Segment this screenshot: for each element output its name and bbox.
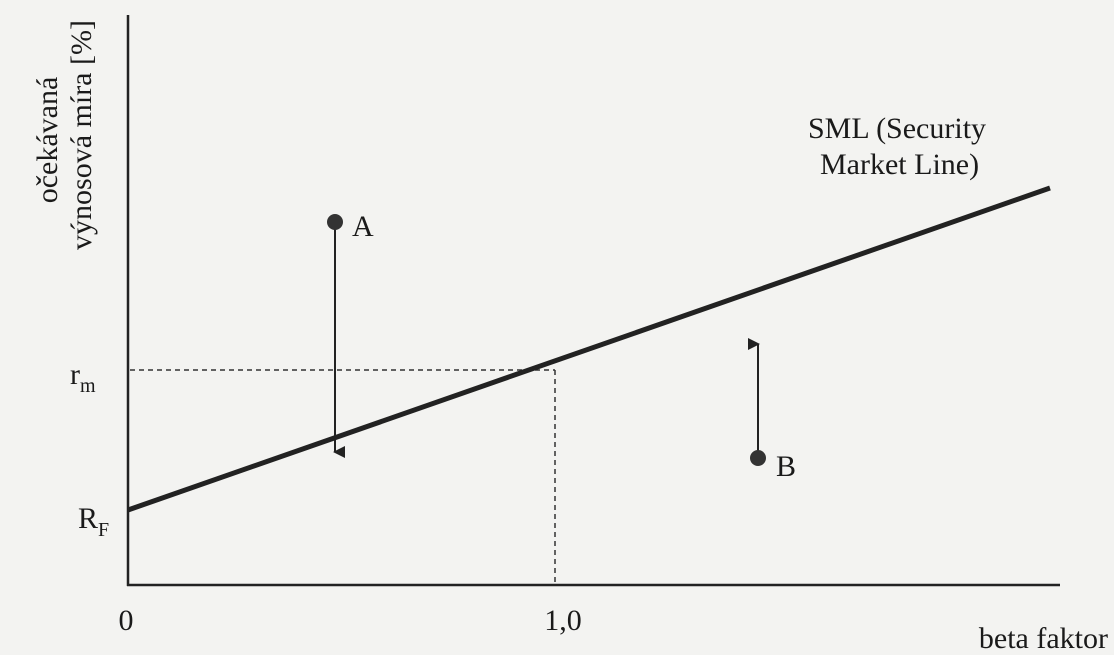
x-axis-label: beta faktor [979, 622, 1108, 655]
sml-label: Market Line) [820, 148, 979, 181]
rm-sub: m [80, 375, 96, 397]
x-tick-label: 0 [119, 604, 134, 637]
rf-sub: F [98, 519, 109, 541]
rf-main: R [78, 502, 98, 535]
y-axis-label: očekávaná [31, 77, 64, 204]
x-tick-label: 1,0 [544, 604, 582, 637]
sml-line [127, 185, 1051, 513]
y-axis-label: výnosová míra [%] [65, 20, 98, 250]
rm-label: rm [70, 358, 96, 397]
point-b [750, 450, 766, 466]
point-label: B [776, 450, 796, 483]
rf-label: RF [78, 502, 109, 541]
point-label: A [352, 210, 374, 243]
sml-label: SML (Security [808, 112, 986, 145]
rm-main: r [70, 358, 80, 391]
point-a [327, 214, 343, 230]
